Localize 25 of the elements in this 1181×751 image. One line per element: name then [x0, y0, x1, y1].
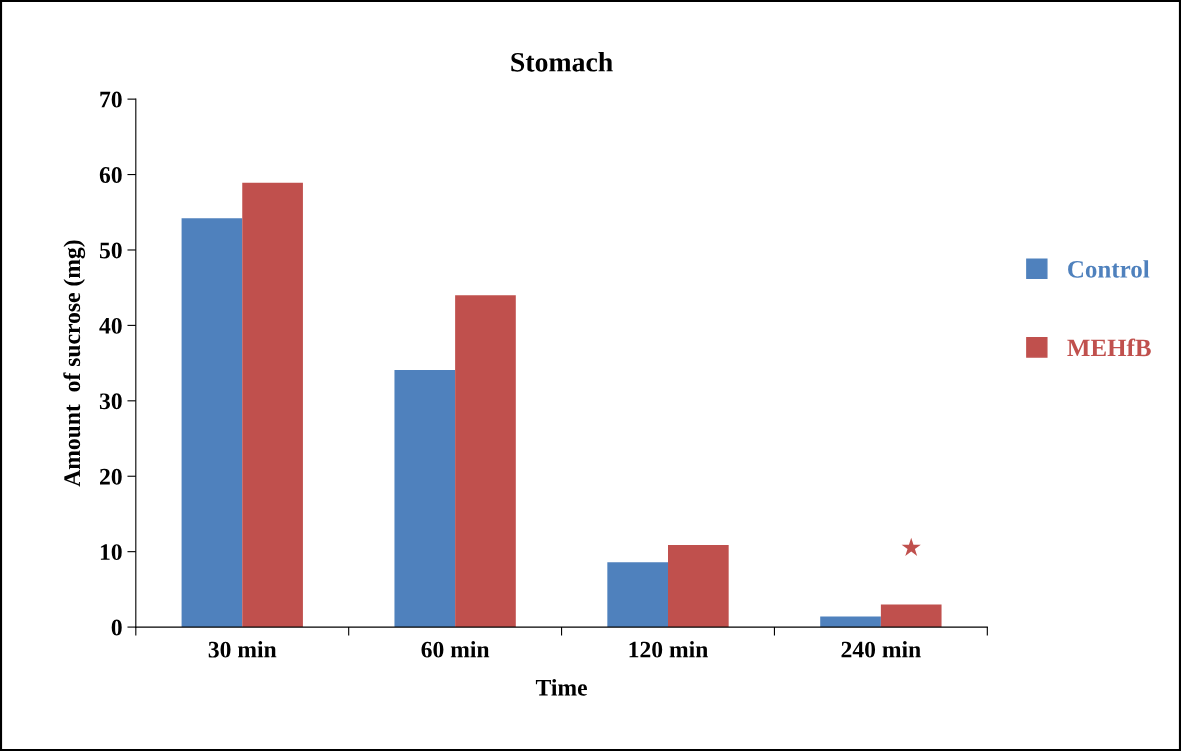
bar: [242, 182, 303, 628]
bar: [394, 369, 456, 628]
x-tick-label: 60 min: [421, 640, 490, 658]
y-tick-label: 10: [100, 544, 122, 561]
y-tick-label: 60: [99, 167, 122, 183]
legend-label: MEHfB: [1067, 338, 1151, 357]
y-tick-label: 20: [100, 468, 122, 485]
x-axis-title: Time: [535, 679, 587, 696]
bar: [880, 604, 942, 628]
chart-title: Stomach: [511, 52, 613, 72]
y-tick-label: 30: [99, 393, 122, 410]
x-tick-label: 30 min: [208, 640, 277, 658]
bar: [455, 295, 516, 628]
x-tick-label: 120 min: [629, 640, 708, 658]
y-axis-title: Amount of sucrose (mg): [63, 240, 86, 487]
bar: [181, 218, 243, 628]
y-tick-label: 0: [111, 619, 122, 636]
bar: [668, 544, 729, 628]
y-tick-label: 70: [100, 91, 122, 108]
y-tick-label: 50: [99, 242, 122, 259]
legend-label: Control: [1068, 260, 1150, 278]
bar: [607, 562, 668, 628]
annotation: ★: [901, 537, 921, 556]
x-tick-label: 240 min: [841, 640, 921, 658]
y-tick-label: 40: [99, 317, 122, 334]
